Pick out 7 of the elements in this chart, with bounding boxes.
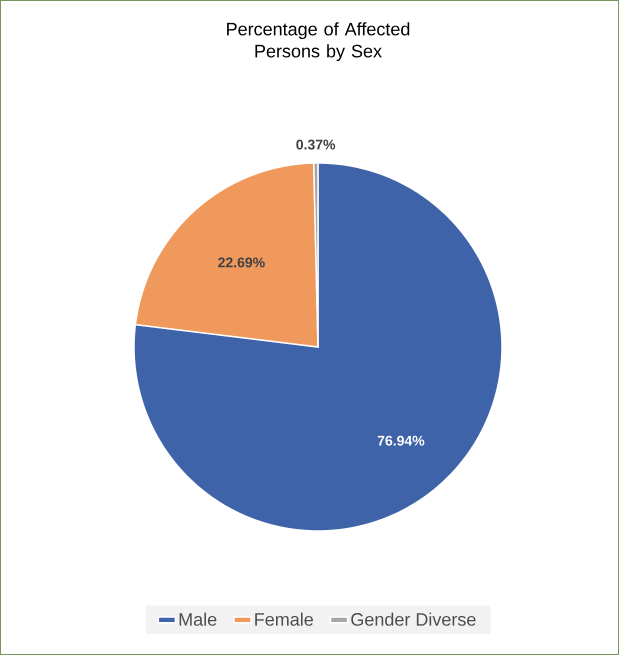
data-label: 22.69% [218, 257, 265, 268]
legend-label: Gender Diverse [351, 612, 476, 626]
chart-title: Percentage of Affected Persons by Sex [227, 22, 410, 62]
data-label: 0.37% [296, 140, 336, 150]
legend-label: Female [255, 612, 313, 626]
legend-label: Male [180, 612, 216, 626]
data-label: 76.94% [378, 436, 424, 446]
